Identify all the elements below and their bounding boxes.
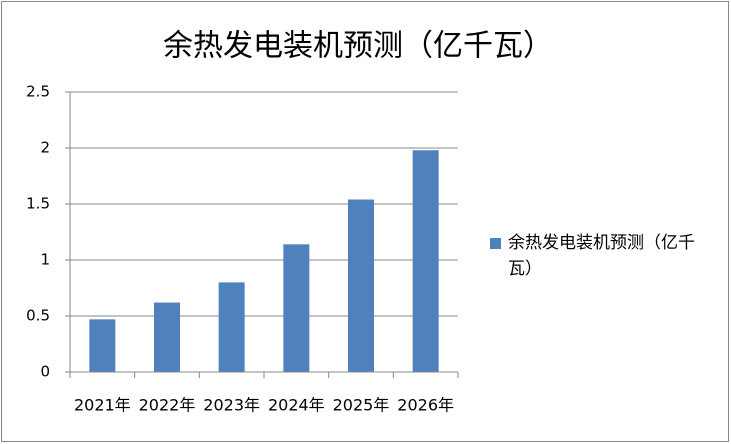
bar: [89, 319, 116, 372]
x-tick-label: 2026年: [397, 396, 454, 415]
chart-title: 余热发电装机预测（亿千瓦）: [163, 29, 553, 64]
y-tick-label: 2: [40, 139, 50, 157]
legend-label: 余热发电装机预测（亿千瓦）: [508, 233, 695, 279]
bar: [283, 244, 310, 372]
bar: [218, 282, 245, 372]
legend: 余热发电装机预测（亿千瓦）: [490, 230, 695, 282]
x-tick-label: 2024年: [268, 396, 325, 415]
y-tick-label: 2.5: [26, 83, 50, 101]
y-tick-label: 1.5: [26, 195, 50, 213]
x-tick-label: 2022年: [139, 396, 196, 415]
x-tick-label: 2025年: [333, 396, 390, 415]
legend-swatch: [490, 238, 501, 249]
y-tick-label: 0.5: [26, 307, 50, 325]
bar: [348, 199, 374, 372]
x-tick-label: 2023年: [203, 396, 260, 415]
x-tick-label: 2021年: [74, 396, 131, 415]
bar: [154, 302, 180, 372]
bar: [412, 150, 439, 372]
y-tick-label: 0: [40, 363, 50, 381]
y-tick-label: 1: [40, 251, 50, 269]
